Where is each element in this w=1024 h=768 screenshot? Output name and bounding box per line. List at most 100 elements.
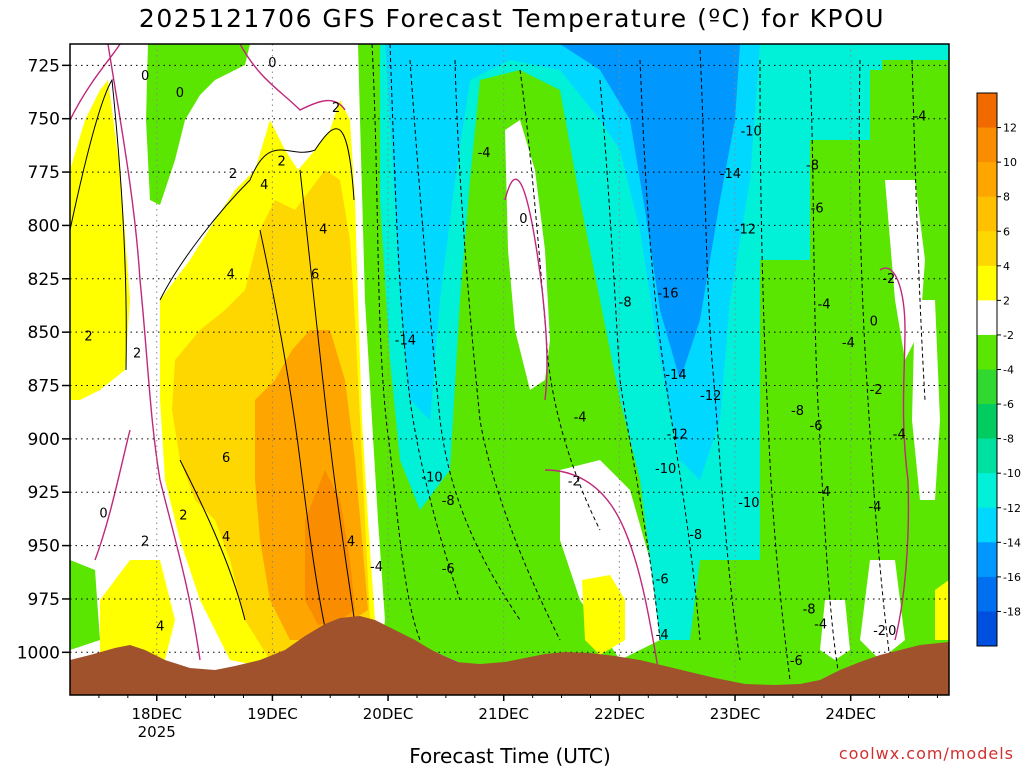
colorbar-swatch: [977, 542, 997, 578]
colorbar-swatch: [977, 231, 997, 267]
contour-label: -14: [720, 167, 741, 182]
contour-line: [699, 49, 741, 661]
plot-frame: [69, 43, 950, 696]
colorbar-label: -14: [1003, 536, 1021, 549]
near-zero-region: [820, 600, 850, 660]
colorbar-swatch: [977, 127, 997, 163]
contour-label: -2: [870, 383, 883, 398]
contour-label: 0: [888, 624, 896, 639]
contour-label: -4: [574, 411, 587, 426]
contour-label: 2: [179, 509, 187, 524]
contour-line: [299, 169, 361, 661]
contour-line: [159, 128, 355, 301]
contour-label: -8: [806, 159, 819, 174]
x-axis-label: Forecast Time (UTC): [409, 744, 611, 768]
colorbar-swatch: [977, 196, 997, 232]
colorbar-label: -6: [1003, 398, 1014, 411]
contour-label: -8: [791, 404, 804, 419]
chart-title: 2025121706 GFS Forecast Temperature (ºC)…: [138, 4, 886, 33]
colorbar-swatch: [977, 473, 997, 509]
contour-label: -4: [656, 628, 669, 643]
contour-label: 4: [347, 534, 355, 549]
contour-label: -4: [818, 485, 831, 500]
contour-label: -16: [657, 287, 678, 302]
near-zero-region: [560, 460, 660, 660]
contour-label: 2: [84, 329, 92, 344]
near-zero-region: [860, 560, 905, 660]
colorbar-swatch: [977, 265, 997, 301]
contour-line: [639, 59, 701, 641]
y-tick-label: 750: [28, 110, 60, 130]
x-tick-label: 18DEC: [131, 705, 182, 723]
colorbar-label: 6: [1003, 225, 1010, 238]
contour-label: 4: [319, 223, 327, 238]
cold-green-sw-region: [70, 560, 100, 650]
contour-line: [809, 69, 839, 671]
colorbar: 12 10 8 6 4 2 -2 -4 -6 -8 -10 -12 -14 -16 -18: [976, 92, 1021, 647]
colorbar-swatch: [977, 334, 997, 370]
colorbar-label: -10: [1003, 467, 1021, 480]
contour-label: 4: [227, 268, 235, 283]
colorbar-swatch: [977, 507, 997, 543]
contour-label: 6: [311, 268, 319, 283]
colorbar-swatch: [977, 404, 997, 440]
contour-label: 2: [278, 154, 286, 169]
color-fill-layer: [70, 44, 949, 695]
zero-contour-line: [107, 44, 201, 661]
near-zero-region: [505, 120, 550, 390]
contour-label: -4: [893, 428, 906, 443]
contour-line: [389, 44, 461, 601]
contour-label: -4: [914, 110, 927, 125]
contour-label: -8: [689, 528, 702, 543]
cold-deep-blue-region: [560, 44, 740, 380]
contour-label: -6: [442, 562, 455, 577]
colorbar-label: -4: [1003, 364, 1014, 377]
warm-yellow-sw-region: [100, 560, 175, 670]
colorbar-swatch: [977, 369, 997, 405]
contour-label: -12: [735, 223, 756, 238]
y-tick-label: 800: [28, 216, 60, 236]
contour-label: 0: [99, 507, 107, 522]
contour-label: -6: [810, 419, 823, 434]
contour-label: 0: [176, 86, 184, 101]
contour-label: -8: [619, 295, 632, 310]
contour-label: -2: [882, 272, 895, 287]
colorbar-label: 4: [1003, 260, 1010, 273]
contour-label: 4: [156, 620, 164, 635]
contour-line: [179, 459, 246, 621]
contour-label: 0: [519, 212, 527, 227]
contour-label: -14: [665, 368, 686, 383]
colorbar-label: -18: [1003, 605, 1021, 618]
contour-label: -6: [811, 201, 824, 216]
x-tick-label: 19DEC: [247, 705, 298, 723]
terrain-layer: [70, 616, 949, 695]
y-tick-label: 900: [28, 430, 60, 450]
y-tick-label: 775: [28, 163, 60, 183]
x-tick-label: 23DEC: [710, 705, 761, 723]
zero-contour-line: [879, 267, 910, 641]
contour-label: 0: [870, 314, 878, 329]
x-tick-label: 24DEC: [825, 705, 876, 723]
y-tick-label: 825: [28, 270, 60, 290]
y-tick-label: 950: [28, 537, 60, 557]
contour-label: -2: [873, 624, 886, 639]
colorbar-label: 8: [1003, 191, 1010, 204]
colorbar-label: 12: [1003, 122, 1017, 135]
warm-yellow-west-region: [70, 80, 130, 400]
grid-layer: [70, 44, 949, 695]
contour-label: 4: [222, 530, 230, 545]
contour-label: -4: [868, 500, 881, 515]
contour-line: [371, 44, 421, 641]
contour-label: -4: [818, 297, 831, 312]
colorbar-swatch: [977, 162, 997, 198]
contour-label: 2: [133, 346, 141, 361]
contour-label: -10: [421, 470, 442, 485]
cold-green-west-region: [146, 44, 250, 205]
zero-contour-line: [504, 178, 548, 401]
colorbar-swatch: [977, 93, 997, 129]
contour-label: 2: [332, 101, 340, 116]
contour-label: -4: [814, 618, 827, 633]
y-tick-label: 925: [28, 483, 60, 503]
